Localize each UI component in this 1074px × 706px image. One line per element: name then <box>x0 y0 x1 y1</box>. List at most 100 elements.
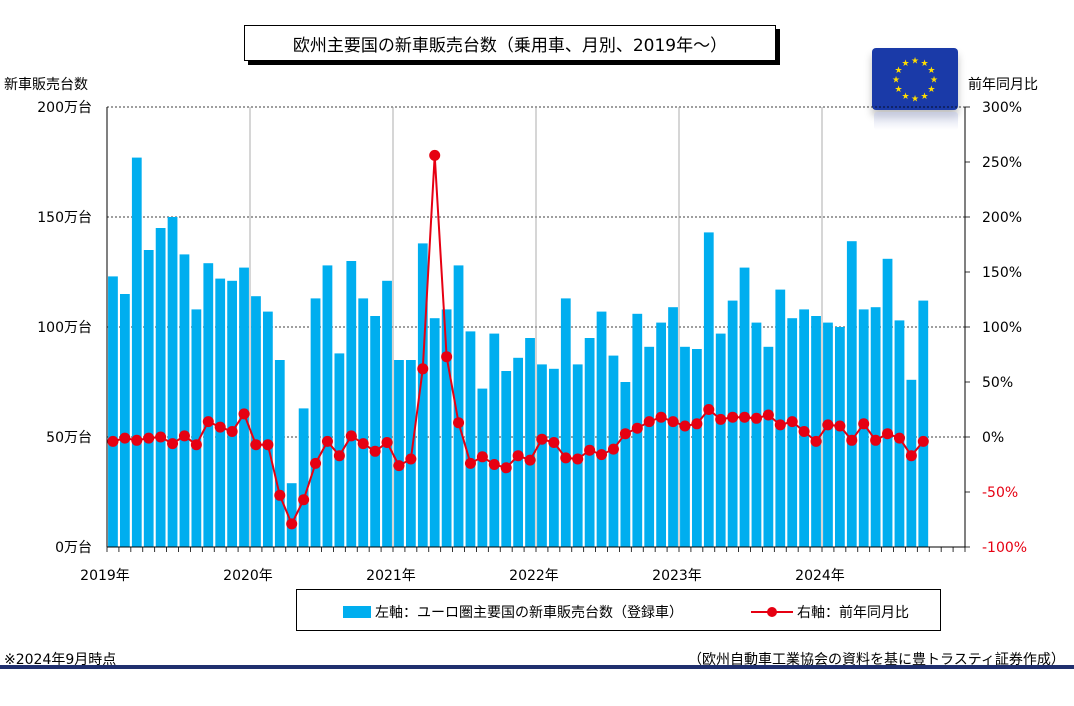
bar <box>179 254 190 547</box>
legend-item-line: 右軸：前年同月比 <box>751 602 909 622</box>
yoy-point <box>762 409 774 421</box>
bar <box>525 338 535 547</box>
bar <box>548 368 559 547</box>
bar <box>465 331 476 547</box>
bar <box>191 309 202 547</box>
bar <box>596 311 607 547</box>
bar <box>644 346 655 547</box>
yoy-point <box>846 434 858 446</box>
bar <box>489 333 500 547</box>
yoy-point <box>429 149 441 161</box>
yoy-point <box>524 454 536 466</box>
bar <box>834 327 845 547</box>
bar <box>584 338 595 547</box>
yoy-point <box>596 449 608 461</box>
legend-bar-swatch <box>343 606 371 618</box>
bar <box>382 280 392 547</box>
x-tick-label: 2022年 <box>509 568 559 584</box>
right-tick-label: -50% <box>982 485 1018 501</box>
yoy-point <box>333 450 345 462</box>
bar <box>251 296 261 547</box>
source-note: （欧州自動車工業協会の資料を基に豊トラスティ証券作成） <box>688 652 1065 668</box>
yoy-point <box>643 416 655 428</box>
eu-star: ★ <box>927 85 935 95</box>
bar <box>453 265 464 547</box>
yoy-point <box>214 421 226 433</box>
bar <box>823 322 833 547</box>
bar <box>298 408 309 547</box>
right-tick-label: 50% <box>982 375 1013 391</box>
yoy-point <box>226 426 238 437</box>
left-tick-label: 50万台 <box>46 430 92 446</box>
yoy-point <box>321 435 333 447</box>
yoy-point <box>512 450 524 462</box>
bar <box>846 241 857 547</box>
yoy-point <box>119 432 131 444</box>
left-tick-label: 200万台 <box>37 100 92 116</box>
yoy-point <box>905 450 917 462</box>
right-tick-label: 300% <box>982 100 1022 116</box>
eu-star: ★ <box>892 76 900 86</box>
chart-title: 欧州主要国の新車販売台数（乗用車、月別、2019年～） <box>244 25 776 61</box>
yoy-point <box>858 418 870 430</box>
yoy-point <box>774 419 786 431</box>
yoy-point <box>286 518 298 530</box>
right-tick-label: 100% <box>982 320 1022 336</box>
yoy-point <box>691 418 703 430</box>
bar <box>620 382 631 547</box>
yoy-point <box>131 434 143 446</box>
yoy-point <box>453 417 465 429</box>
yoy-point <box>548 437 560 448</box>
right-axis-title: 前年同月比 <box>968 77 1038 93</box>
bar <box>751 322 762 547</box>
bar <box>227 280 238 547</box>
yoy-point <box>810 435 822 447</box>
bar <box>906 379 917 547</box>
yoy-point <box>202 416 214 428</box>
eu-star: ★ <box>920 59 928 69</box>
yoy-point <box>262 439 274 451</box>
x-tick-label: 2019年 <box>80 568 130 584</box>
bar <box>262 311 273 547</box>
footnote: ※2024年9月時点 <box>4 652 117 668</box>
yoy-point <box>798 426 810 437</box>
yoy-point <box>393 460 405 472</box>
bar <box>155 228 166 547</box>
x-tick-label: 2021年 <box>366 568 416 584</box>
yoy-point <box>631 422 643 434</box>
yoy-point <box>882 428 894 440</box>
bar <box>167 217 178 547</box>
yoy-point <box>357 438 369 450</box>
yoy-point <box>834 420 846 432</box>
yoy-point <box>500 462 512 474</box>
eu-flag-icon: ★ ★ ★ ★ ★ ★ ★ ★ ★ ★ ★ ★ <box>872 48 958 110</box>
yoy-point <box>536 433 548 445</box>
bar <box>691 349 702 547</box>
eu-star: ★ <box>895 66 903 76</box>
eu-flag-reflection <box>874 112 958 130</box>
bar <box>775 289 786 547</box>
legend-line-label: 右軸：前年同月比 <box>797 605 909 621</box>
left-tick-label: 100万台 <box>37 320 92 336</box>
bar <box>656 322 667 547</box>
footer-divider <box>0 665 1074 669</box>
bar <box>727 300 738 547</box>
eu-star: ★ <box>901 92 909 102</box>
yoy-point <box>476 451 488 463</box>
bar <box>215 278 226 547</box>
yoy-point <box>727 411 739 423</box>
left-tick-label: 150万台 <box>37 210 92 226</box>
bar <box>108 276 118 547</box>
eu-flag-stars: ★ ★★★★★★★★★★★ <box>892 57 938 105</box>
yoy-point <box>917 435 929 447</box>
yoy-point <box>715 413 727 425</box>
bar <box>239 267 249 547</box>
bar <box>715 333 726 547</box>
yoy-point <box>488 459 500 470</box>
right-tick-label: 200% <box>982 210 1022 226</box>
yoy-point <box>405 453 417 465</box>
bar <box>394 360 404 547</box>
bar <box>870 307 881 547</box>
yoy-point <box>143 432 155 444</box>
